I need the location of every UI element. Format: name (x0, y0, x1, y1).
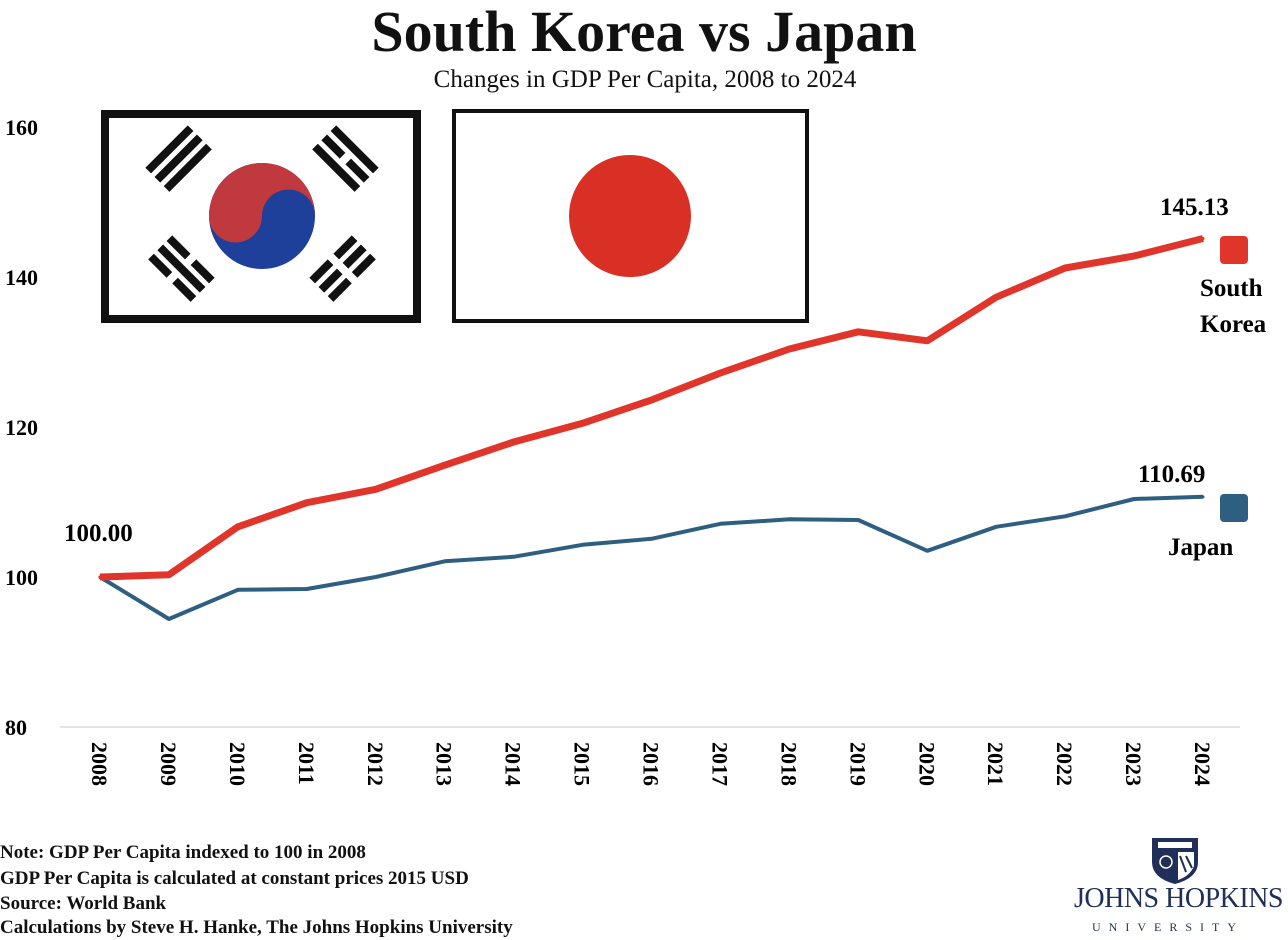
data-point (236, 525, 240, 529)
johns-hopkins-shield-icon (1152, 838, 1198, 884)
y-tick-label: 80 (5, 715, 27, 740)
trigram-bar (327, 277, 352, 302)
data-point (787, 517, 791, 521)
trigram-icon (145, 125, 212, 192)
legend-label-south-korea: Korea (1200, 311, 1267, 338)
y-tick-label: 120 (5, 415, 38, 440)
x-tick-label: 2021 (983, 742, 1008, 786)
data-point (718, 371, 722, 375)
data-point (787, 347, 791, 351)
trigram-bar (145, 125, 194, 174)
x-tick-label: 2022 (1052, 742, 1077, 786)
data-point (994, 525, 998, 529)
trigram-bar (321, 134, 346, 159)
data-point (305, 587, 309, 591)
data-point (1063, 266, 1067, 270)
credit-line: Calculations by Steve H. Hanke, The John… (0, 917, 513, 938)
trigram-bar (190, 259, 215, 284)
data-point (994, 295, 998, 299)
trigram-bar (312, 143, 361, 192)
trigram-bar (330, 125, 379, 174)
y-tick-label: 140 (5, 265, 38, 290)
south-korea-flag (101, 110, 421, 323)
trigram-icon (309, 235, 376, 302)
data-point (925, 549, 929, 553)
data-point (236, 588, 240, 592)
x-tick-label: 2011 (294, 742, 319, 785)
data-point (167, 573, 171, 577)
data-point (443, 559, 447, 563)
data-point (925, 339, 929, 343)
data-point (443, 463, 447, 467)
x-tick-label: 2024 (1190, 742, 1215, 786)
trigram-bar (148, 253, 173, 278)
x-tick-label: 2012 (363, 742, 388, 786)
data-point (856, 330, 860, 334)
logo-sub: University (1092, 920, 1244, 934)
chart-subtitle: Changes in GDP Per Capita, 2008 to 2024 (433, 66, 857, 93)
data-point (98, 575, 102, 579)
trigram-bar (342, 244, 367, 269)
trigram-bar (157, 244, 206, 293)
data-point (1132, 254, 1136, 258)
trigram-bar (163, 143, 212, 192)
data-point (718, 522, 722, 526)
data-point (167, 617, 171, 621)
trigram-bar (172, 277, 197, 302)
chart-title: South Korea vs Japan (371, 0, 917, 64)
trigram-bar (333, 235, 358, 260)
x-tick-label: 2017 (707, 742, 732, 786)
data-point (512, 555, 516, 559)
legend-marker-japan (1220, 494, 1248, 522)
trigram-bar (318, 268, 343, 293)
data-point (581, 421, 585, 425)
note-line: GDP Per Capita is calculated at constant… (0, 868, 469, 889)
data-point (1132, 497, 1136, 501)
x-tick-label: 2013 (432, 742, 457, 786)
x-tick-label: 2018 (776, 742, 801, 786)
x-tick-label: 2020 (914, 742, 939, 786)
note-line: Note: GDP Per Capita indexed to 100 in 2… (0, 842, 366, 863)
data-point (856, 518, 860, 522)
data-point (1063, 514, 1067, 518)
data-point (1201, 237, 1205, 241)
source-line: Source: World Bank (0, 893, 167, 914)
japan-flag (452, 109, 809, 323)
data-point (1201, 495, 1205, 499)
trigram-bar (345, 158, 370, 183)
data-point (581, 543, 585, 547)
data-point (305, 501, 309, 505)
legend-marker-south-korea (1220, 236, 1248, 264)
x-tick-label: 2016 (639, 742, 664, 786)
logo-name: Johns Hopkins (1074, 883, 1283, 914)
end-value-label: 110.69 (1138, 461, 1205, 488)
trigram-bar (351, 253, 376, 278)
end-value-label: 145.13 (1160, 194, 1229, 221)
x-tick-label: 2023 (1121, 742, 1146, 786)
start-value-label: 100.00 (64, 520, 133, 547)
legend-label-south-korea: South (1200, 275, 1263, 302)
data-point (374, 575, 378, 579)
trigram-bar (166, 235, 191, 260)
y-tick-label: 160 (5, 115, 38, 140)
data-point (650, 398, 653, 402)
x-tick-label: 2009 (156, 742, 181, 786)
data-point (374, 487, 378, 491)
trigram-bar (154, 134, 203, 183)
legend-label-japan: Japan (1168, 534, 1233, 561)
y-tick-label: 100 (5, 565, 38, 590)
trigram-icon (148, 235, 215, 302)
x-tick-label: 2008 (87, 742, 112, 786)
data-point (512, 440, 516, 444)
trigram-bar (309, 259, 334, 284)
trigram-icon (312, 125, 379, 192)
data-point (650, 537, 653, 541)
x-tick-label: 2019 (845, 742, 870, 786)
x-tick-label: 2015 (570, 742, 595, 786)
x-tick-label: 2014 (501, 742, 526, 786)
x-tick-label: 2010 (225, 742, 250, 786)
